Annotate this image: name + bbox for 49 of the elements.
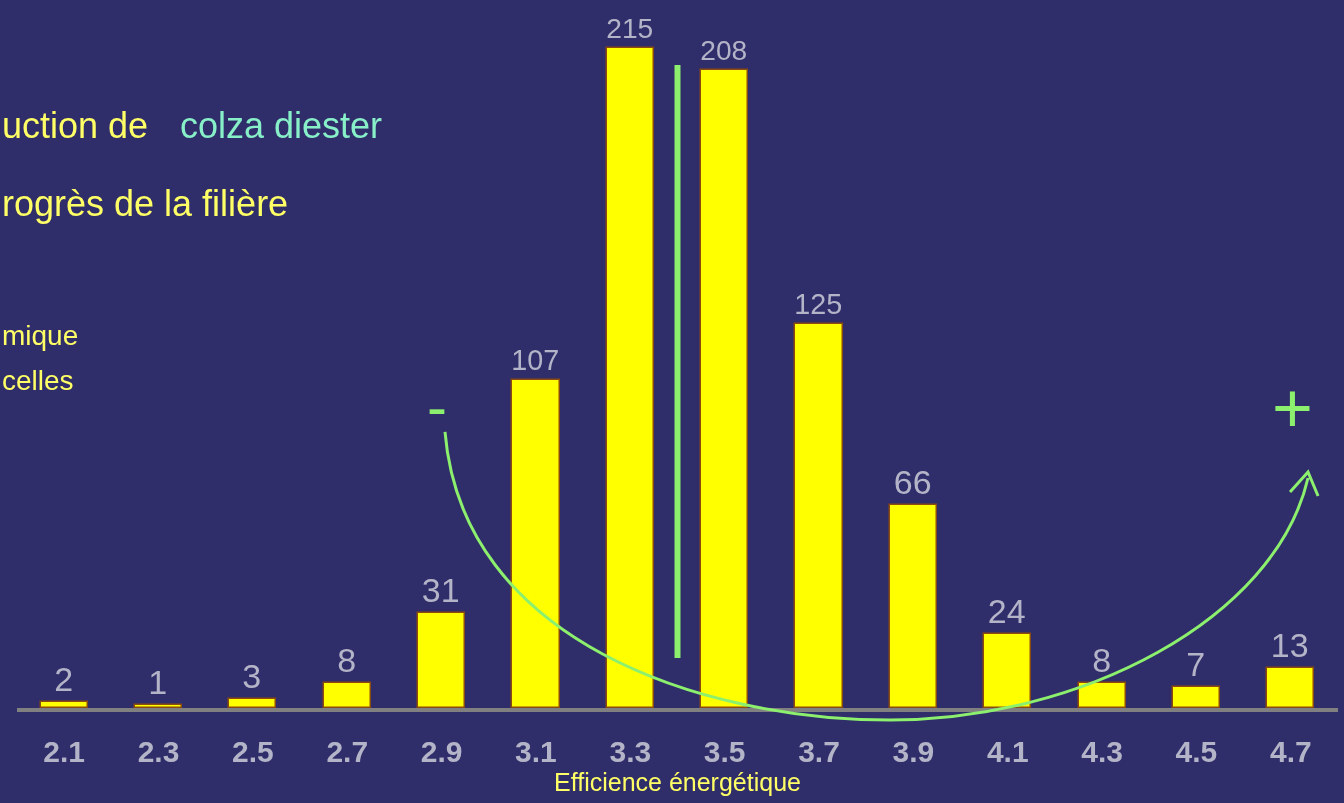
annotation: - — [427, 373, 447, 440]
x-tick-label: 3.7 — [798, 735, 840, 768]
x-tick-label: 4.7 — [1269, 735, 1312, 768]
bar — [416, 611, 465, 708]
x-tick-label: 3.1 — [515, 735, 557, 768]
data-label: 215 — [606, 13, 654, 45]
data-label: 125 — [794, 288, 843, 321]
x-tick-label: 4.3 — [1081, 735, 1123, 768]
data-label: 208 — [700, 35, 748, 67]
x-tick-label: 2.9 — [420, 735, 463, 768]
x-tick-label: 2.7 — [326, 735, 369, 768]
data-label: 24 — [987, 592, 1026, 631]
data-label: 7 — [1186, 645, 1206, 684]
annotation: colza diester — [180, 105, 383, 146]
bar — [227, 697, 276, 708]
x-tick-label: 3.3 — [609, 735, 652, 768]
bar — [888, 503, 937, 708]
bar — [39, 700, 88, 708]
x-tick-label: 3.5 — [703, 735, 746, 768]
bar — [1265, 666, 1314, 708]
data-label: 3 — [242, 657, 262, 696]
data-label: 1 — [148, 663, 168, 702]
bar — [793, 322, 843, 708]
bar — [605, 46, 654, 708]
data-label: 8 — [337, 641, 357, 680]
annotation: uction de — [2, 105, 149, 146]
bar — [699, 68, 748, 708]
annotation: + — [1272, 369, 1313, 447]
bar — [982, 632, 1031, 708]
x-tick-label: 2.1 — [43, 735, 86, 768]
x-tick-label: 2.5 — [232, 735, 274, 768]
data-label: 13 — [1270, 626, 1309, 665]
data-label: 2 — [54, 660, 74, 699]
data-label: 107 — [511, 344, 560, 377]
data-label: 66 — [893, 463, 932, 502]
data-label: 8 — [1092, 641, 1112, 680]
x-axis-title: Efficience énergétique — [554, 768, 801, 796]
x-tick-label: 4.5 — [1175, 735, 1218, 768]
annotation: rogrès de la filière — [2, 183, 289, 224]
annotation: celles — [2, 365, 74, 396]
x-tick-label: 3.9 — [892, 735, 935, 768]
data-label: 31 — [421, 571, 460, 610]
bar — [510, 378, 560, 708]
bar — [1171, 685, 1220, 708]
bar — [322, 681, 371, 708]
x-tick-label: 4.1 — [986, 735, 1029, 768]
annotation: mique — [2, 320, 79, 351]
x-tick-label: 2.3 — [137, 735, 180, 768]
bar — [1077, 681, 1126, 708]
